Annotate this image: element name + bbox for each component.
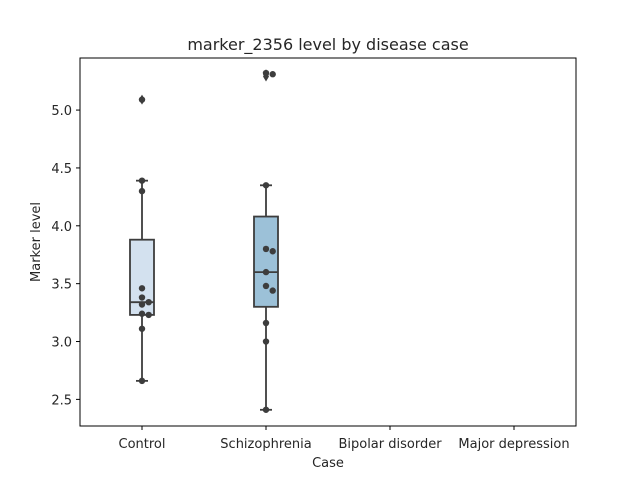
data-point [262,182,270,189]
data-point [138,325,146,332]
y-tick-label: 5.0 [51,104,72,119]
plot-area [79,57,577,427]
data-point [269,71,276,78]
x-tick-label: Bipolar disorder [338,437,442,452]
data-point [262,282,270,290]
data-point [269,287,276,294]
y-tick-label: 3.0 [51,336,72,351]
data-point [138,294,146,301]
data-point [138,177,146,184]
data-point [262,319,270,327]
y-tick-label: 4.5 [51,162,72,177]
y-tick-label: 2.5 [51,393,72,408]
points-layer [138,69,276,413]
data-point [138,187,146,195]
data-point [138,377,146,385]
data-point [269,248,276,255]
data-point [138,285,146,292]
y-axis-label: Marker level [29,202,44,282]
x-tick-label: Control [119,437,166,452]
x-tick-label: Schizophrenia [220,437,311,452]
data-point [145,311,152,319]
y-tick-label: 3.5 [51,278,72,293]
x-axis: Control Schizophrenia Bipolar disorder Majo… [119,426,570,452]
data-point [138,310,146,317]
data-point [262,268,270,276]
data-point [145,298,152,306]
y-axis: 2.5 3.0 3.5 4.0 4.5 5.0 [51,104,80,408]
data-point [138,301,146,308]
data-point [138,96,146,103]
chart-title: marker_2356 level by disease case [187,35,468,55]
y-tick-label: 4.0 [51,220,72,235]
data-point [262,406,270,413]
x-tick-label: Major depression [458,437,569,452]
data-point [262,69,270,77]
data-point [262,245,270,253]
data-point [262,338,270,345]
x-axis-label: Case [312,456,344,471]
